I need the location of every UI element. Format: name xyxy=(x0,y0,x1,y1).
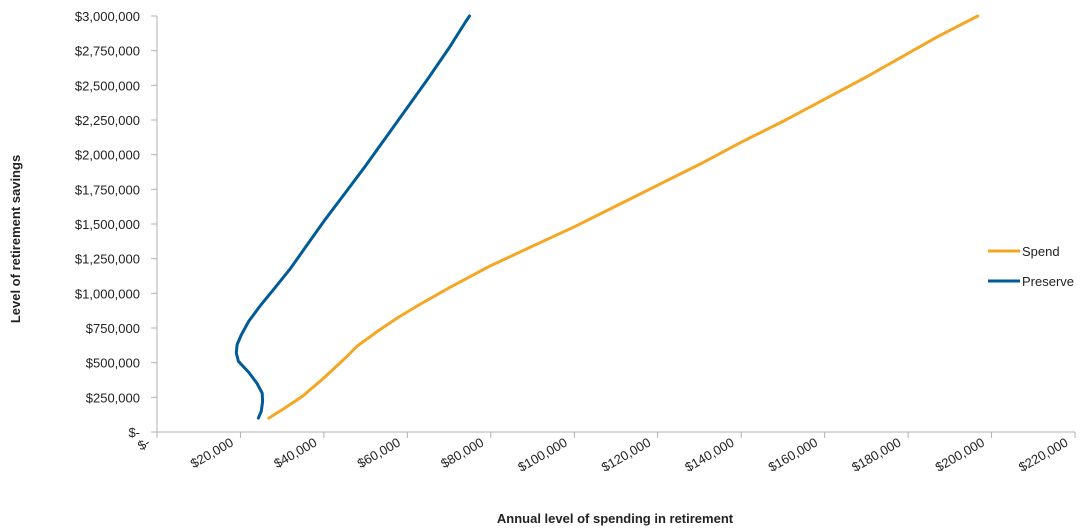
y-tick-label: $3,000,000 xyxy=(75,9,140,24)
y-tick-label: $2,750,000 xyxy=(75,44,140,59)
y-tick-label: $1,500,000 xyxy=(75,217,140,232)
x-tick-label: $60,000 xyxy=(355,435,403,471)
x-tick-label: $200,000 xyxy=(933,435,987,475)
y-tick-label: $250,000 xyxy=(86,390,140,405)
y-tick-label: $2,000,000 xyxy=(75,148,140,163)
y-tick-label: $1,000,000 xyxy=(75,286,140,301)
series-line-preserve xyxy=(234,14,471,420)
y-tick-label: $750,000 xyxy=(86,321,140,336)
x-tick-label: $160,000 xyxy=(766,435,820,475)
x-tick-label: $40,000 xyxy=(271,435,319,471)
series-lines xyxy=(234,14,980,420)
y-tick-label: $500,000 xyxy=(86,356,140,371)
x-tick-label: $100,000 xyxy=(515,435,569,475)
x-ticks: $- $20,000 $40,000 $60,000 $80,000 $100,000 $1… xyxy=(135,432,1076,475)
legend-label-preserve: Preserve xyxy=(1022,274,1074,289)
x-tick-label: $20,000 xyxy=(188,435,236,471)
x-tick-label: $180,000 xyxy=(849,435,903,475)
x-tick-label: $140,000 xyxy=(682,435,736,475)
series-line-spend xyxy=(267,14,980,420)
x-axis-title: Annual level of spending in retirement xyxy=(497,511,734,526)
legend-label-spend: Spend xyxy=(1022,244,1060,259)
legend: Spend Preserve xyxy=(988,244,1074,289)
x-tick-label: $120,000 xyxy=(599,435,653,475)
axes xyxy=(156,16,1075,433)
x-tick-label: $220,000 xyxy=(1016,435,1070,475)
y-tick-label: $2,250,000 xyxy=(75,113,140,128)
y-tick-label: $1,250,000 xyxy=(75,252,140,267)
y-ticks: $- $250,000 $500,000 $750,000 $1,000,000 $1,2… xyxy=(75,9,157,440)
x-tick-label: $80,000 xyxy=(438,435,486,471)
y-tick-label: $- xyxy=(128,425,140,440)
y-tick-label: $1,750,000 xyxy=(75,182,140,197)
y-tick-label: $2,500,000 xyxy=(75,78,140,93)
y-axis-title: Level of retirement savings xyxy=(8,155,23,323)
